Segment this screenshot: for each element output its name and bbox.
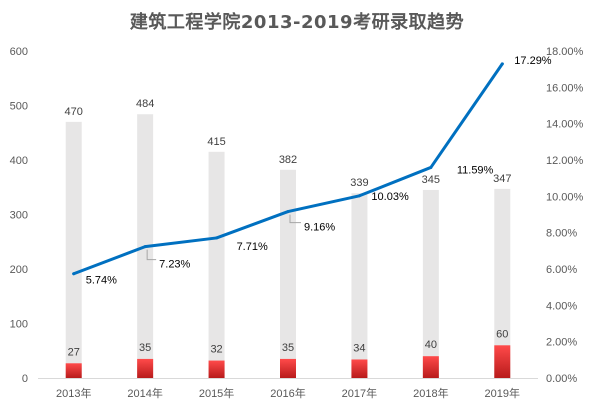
category-label: 2013年 xyxy=(56,386,91,400)
left-axis-tick-label: 500 xyxy=(10,101,28,113)
bar-admitted xyxy=(137,358,154,378)
rate-label: 10.03% xyxy=(371,191,409,203)
rate-point xyxy=(500,62,504,66)
rate-label: 5.74% xyxy=(86,275,117,287)
bar-admitted-label: 60 xyxy=(496,328,508,340)
bar-admitted-label: 35 xyxy=(139,342,151,354)
rate-point xyxy=(143,245,147,249)
bar-total-label: 382 xyxy=(279,154,297,166)
rate-label-leader xyxy=(146,249,157,261)
rate-point xyxy=(286,210,290,214)
category-label: 2015年 xyxy=(199,386,234,400)
bar-admitted-label: 40 xyxy=(425,339,437,351)
category-label: 2016年 xyxy=(270,386,305,400)
right-axis-tick-label: 16.00% xyxy=(546,82,584,94)
rate-point xyxy=(429,165,433,169)
bar-total xyxy=(208,151,225,378)
right-axis-tick-label: 8.00% xyxy=(546,228,577,240)
rate-label: 7.71% xyxy=(237,241,268,253)
rate-point xyxy=(215,236,219,240)
bar-total-label: 484 xyxy=(136,98,154,110)
rate-point xyxy=(72,272,76,276)
bar-total xyxy=(280,169,296,378)
bar-total-label: 415 xyxy=(207,136,225,148)
bar-total xyxy=(494,188,511,378)
rate-label: 17.29% xyxy=(514,55,552,67)
right-axis-tick-label: 0.00% xyxy=(546,373,577,385)
bar-total-label: 347 xyxy=(493,173,511,185)
rate-label: 9.16% xyxy=(304,222,335,234)
category-label: 2017年 xyxy=(342,386,377,400)
category-label: 2014年 xyxy=(127,386,162,400)
bar-admitted-label: 34 xyxy=(353,342,365,354)
left-axis-tick-label: 100 xyxy=(10,319,28,331)
bar-total xyxy=(422,189,439,378)
left-axis-tick-label: 300 xyxy=(10,210,28,222)
category-label: 2018年 xyxy=(413,386,448,400)
right-axis-tick-label: 18.00% xyxy=(546,46,584,58)
bar-admitted xyxy=(422,356,439,378)
right-axis-tick-label: 2.00% xyxy=(546,337,577,349)
rate-label-leader xyxy=(289,214,301,224)
bar-admitted-label: 32 xyxy=(210,344,222,356)
bar-total-label: 345 xyxy=(422,174,440,186)
bar-admitted xyxy=(351,359,368,378)
left-axis-tick-label: 0 xyxy=(22,373,28,385)
right-axis-tick-label: 10.00% xyxy=(546,191,584,203)
bar-admitted xyxy=(494,345,511,378)
right-axis-tick-label: 14.00% xyxy=(546,119,584,131)
bar-admitted xyxy=(65,363,82,378)
bar-total xyxy=(65,121,82,378)
bar-admitted-label: 35 xyxy=(282,342,294,354)
category-label: 2019年 xyxy=(485,386,520,400)
bar-admitted xyxy=(208,360,225,378)
bar-total xyxy=(351,193,368,378)
left-axis-tick-label: 600 xyxy=(10,46,28,58)
rate-label: 11.59% xyxy=(457,164,494,176)
bar-total-label: 339 xyxy=(350,177,368,189)
right-axis-tick-label: 4.00% xyxy=(546,300,577,312)
rate-label: 7.23% xyxy=(159,259,190,271)
left-axis-tick-label: 200 xyxy=(10,264,28,276)
bar-admitted-label: 27 xyxy=(68,346,80,358)
bar-admitted xyxy=(280,358,296,378)
right-axis-tick-label: 6.00% xyxy=(546,264,577,276)
bar-total-label: 470 xyxy=(65,106,83,118)
right-axis-tick-label: 12.00% xyxy=(546,155,584,167)
left-axis-tick-label: 400 xyxy=(10,155,28,167)
rate-point xyxy=(357,194,361,198)
chart-title: 建筑工程学院2013-2019考研录取趋势 xyxy=(129,12,465,33)
